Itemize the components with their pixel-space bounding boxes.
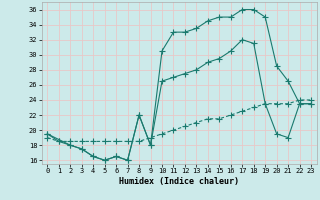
X-axis label: Humidex (Indice chaleur): Humidex (Indice chaleur) <box>119 177 239 186</box>
